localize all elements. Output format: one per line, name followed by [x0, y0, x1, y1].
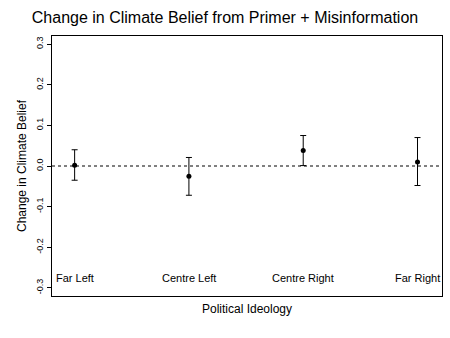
svg-text:-0.3: -0.3 — [35, 279, 45, 295]
svg-text:0.2: 0.2 — [35, 77, 45, 90]
svg-text:0.0: 0.0 — [35, 158, 45, 171]
svg-text:Far Right: Far Right — [395, 272, 440, 284]
svg-text:Political Ideology: Political Ideology — [202, 302, 292, 316]
svg-text:Change in Climate Belief from: Change in Climate Belief from Primer + M… — [32, 9, 418, 26]
svg-text:Centre Left: Centre Left — [162, 272, 216, 284]
svg-text:Far Left: Far Left — [56, 272, 94, 284]
svg-text:-0.1: -0.1 — [35, 198, 45, 214]
svg-text:0.3: 0.3 — [35, 37, 45, 50]
svg-text:Change in Climate Belief: Change in Climate Belief — [15, 99, 29, 232]
svg-text:-0.2: -0.2 — [35, 238, 45, 254]
svg-text:0.1: 0.1 — [35, 118, 45, 131]
svg-text:Centre Right: Centre Right — [272, 272, 334, 284]
